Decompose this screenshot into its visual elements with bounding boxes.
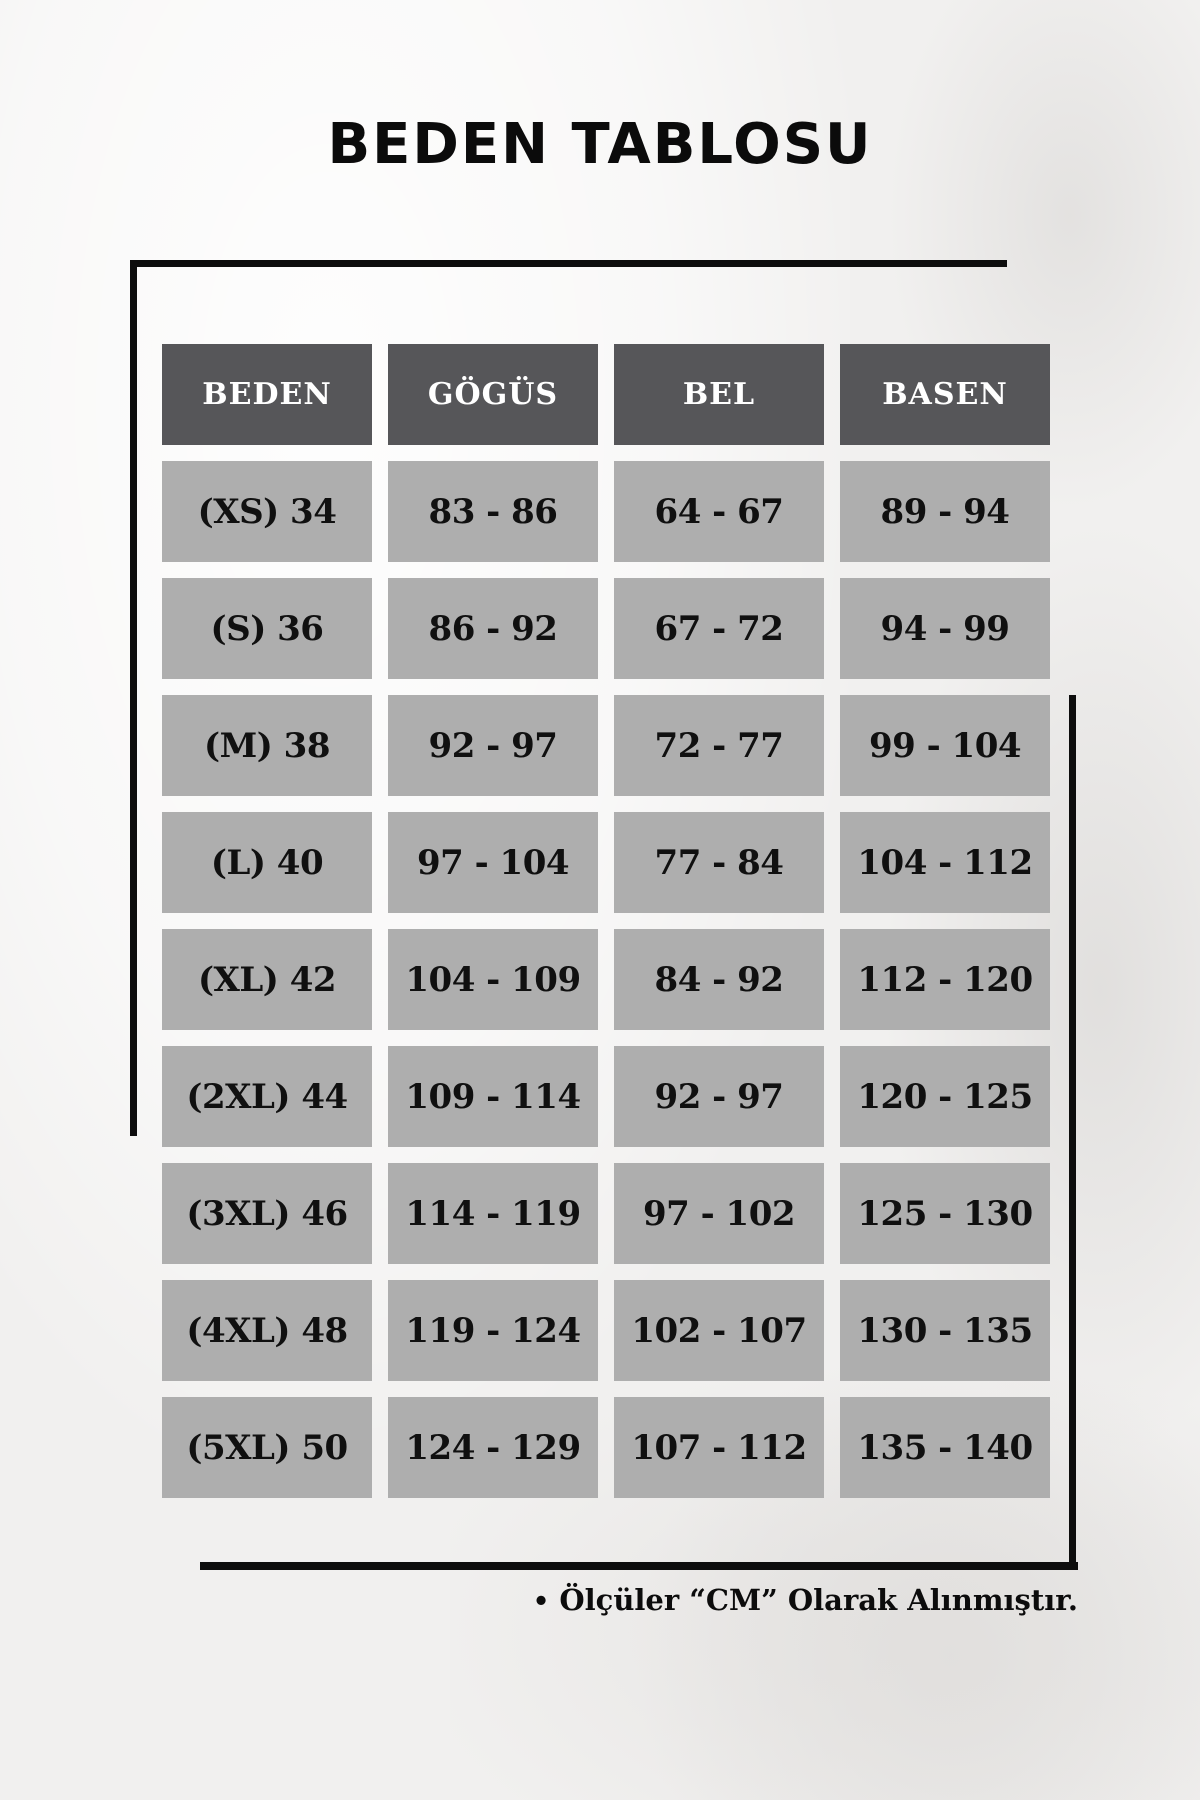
header-cell-gogus: GÖGÜS <box>388 344 598 445</box>
units-note: • Ölçüler “CM” Olarak Alınmıştır. <box>533 1583 1078 1617</box>
table-cell: 120 - 125 <box>840 1046 1050 1147</box>
table-cell: (M) 38 <box>162 695 372 796</box>
bullet-icon: • <box>532 1587 550 1617</box>
table-cell: 94 - 99 <box>840 578 1050 679</box>
page-title: BEDEN TABLOSU <box>327 112 873 177</box>
table-cell: 97 - 102 <box>614 1163 824 1264</box>
table-cell: 114 - 119 <box>388 1163 598 1264</box>
table-cell: 102 - 107 <box>614 1280 824 1381</box>
table-cell: 83 - 86 <box>388 461 598 562</box>
table-cell: 89 - 94 <box>840 461 1050 562</box>
table-cell: 92 - 97 <box>614 1046 824 1147</box>
frame-top-line <box>130 260 1007 267</box>
units-note-text: Ölçüler “CM” Olarak Alınmıştır. <box>559 1583 1078 1617</box>
table-cell: (3XL) 46 <box>162 1163 372 1264</box>
table-cell: 104 - 112 <box>840 812 1050 913</box>
table-cell: 135 - 140 <box>840 1397 1050 1498</box>
table-cell: 99 - 104 <box>840 695 1050 796</box>
table-cell: 112 - 120 <box>840 929 1050 1030</box>
table-cell: 109 - 114 <box>388 1046 598 1147</box>
header-cell-bel: BEL <box>614 344 824 445</box>
table-cell: (2XL) 44 <box>162 1046 372 1147</box>
table-cell: 104 - 109 <box>388 929 598 1030</box>
table-cell: (XL) 42 <box>162 929 372 1030</box>
table-cell: (L) 40 <box>162 812 372 913</box>
table-cell: 64 - 67 <box>614 461 824 562</box>
header-cell-basen: BASEN <box>840 344 1050 445</box>
table-cell: 130 - 135 <box>840 1280 1050 1381</box>
table-cell: (S) 36 <box>162 578 372 679</box>
table-cell: (XS) 34 <box>162 461 372 562</box>
table-cell: 119 - 124 <box>388 1280 598 1381</box>
table-cell: 67 - 72 <box>614 578 824 679</box>
size-table: BEDEN GÖGÜS BEL BASEN (XS) 34 83 - 86 64… <box>162 344 1050 1498</box>
table-cell: 125 - 130 <box>840 1163 1050 1264</box>
table-cell: 92 - 97 <box>388 695 598 796</box>
table-cell: 86 - 92 <box>388 578 598 679</box>
frame-right-line <box>1069 695 1076 1570</box>
table-cell: 77 - 84 <box>614 812 824 913</box>
frame-bottom-line <box>200 1562 1078 1570</box>
frame-left-line <box>130 260 137 1136</box>
table-cell: 124 - 129 <box>388 1397 598 1498</box>
table-cell: (5XL) 50 <box>162 1397 372 1498</box>
table-cell: 84 - 92 <box>614 929 824 1030</box>
table-cell: 107 - 112 <box>614 1397 824 1498</box>
table-cell: (4XL) 48 <box>162 1280 372 1381</box>
header-cell-beden: BEDEN <box>162 344 372 445</box>
table-cell: 97 - 104 <box>388 812 598 913</box>
table-cell: 72 - 77 <box>614 695 824 796</box>
